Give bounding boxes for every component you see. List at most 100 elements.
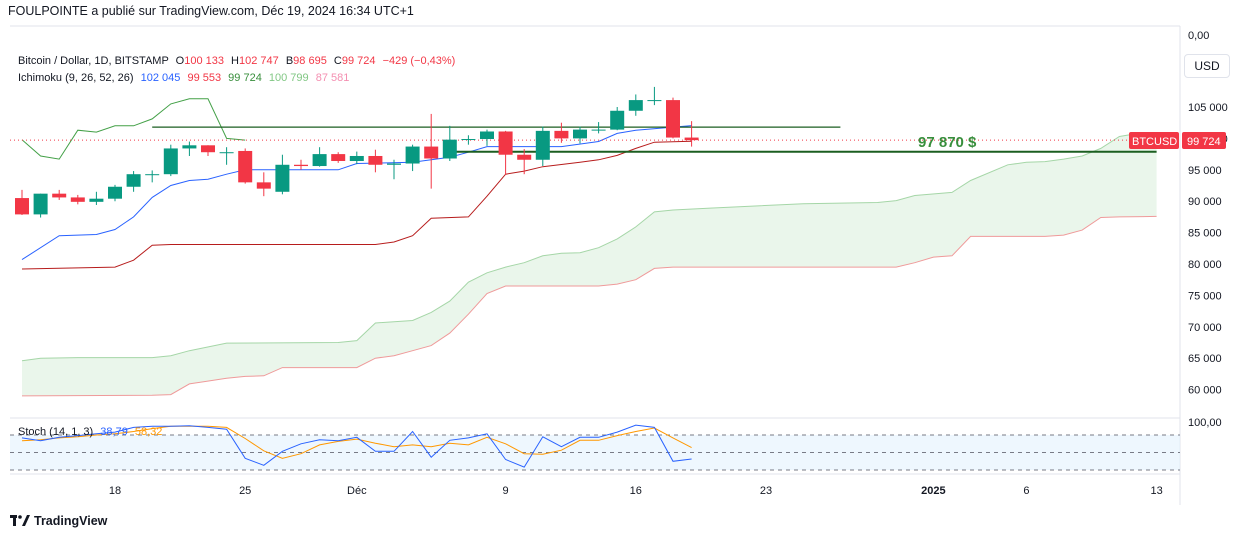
currency-button[interactable]: USD: [1184, 54, 1230, 78]
price-tick-label: 75 000: [1188, 290, 1222, 302]
candle-body: [331, 154, 346, 162]
price-tag-bg: [1182, 132, 1226, 149]
candle-body: [70, 197, 85, 202]
stoch-axis-label: 100,00: [1188, 417, 1222, 429]
candle: [294, 159, 308, 170]
price-annotation: 97 870 $: [918, 134, 977, 151]
change-value: −429 (−0,43%): [382, 55, 456, 67]
candle: [145, 170, 160, 183]
candle: [70, 194, 85, 205]
stoch-d-line: [21, 425, 692, 459]
ichimoku-label[interactable]: Ichimoku (9, 26, 52, 26): [18, 72, 134, 84]
candle: [52, 189, 67, 200]
candle-body: [424, 146, 439, 159]
price-tick-label: 60 000: [1188, 385, 1222, 397]
candle: [108, 184, 122, 202]
footer-brand[interactable]: TradingView: [10, 514, 107, 528]
candle: [163, 144, 178, 177]
candle: [424, 113, 439, 189]
candle: [312, 147, 327, 167]
candle-body: [591, 129, 606, 131]
close-value: 99 724: [341, 55, 376, 67]
candle-body: [349, 155, 364, 162]
candle: [256, 172, 271, 197]
candle: [554, 122, 569, 143]
span-b-line: [21, 215, 1157, 397]
candle-body: [517, 154, 532, 160]
time-tick-label: 9: [503, 485, 509, 497]
publication-header: FOULPOINTE a publié sur TradingView.com,…: [8, 4, 414, 18]
candle-body: [387, 163, 401, 165]
open-value: 100 133: [184, 55, 224, 67]
candle-body: [145, 174, 160, 176]
kijun-line: [21, 140, 692, 270]
stoch-d-value: 58,32: [134, 426, 163, 438]
low-value: 98 695: [293, 55, 327, 67]
ichimoku-kijun-value: 99 553: [187, 72, 222, 84]
stoch-k-line: [21, 424, 692, 468]
span-a-line: [21, 132, 1157, 362]
candle-body: [684, 137, 699, 141]
candle-body: [405, 146, 420, 164]
candle-body: [201, 145, 215, 153]
candle: [610, 107, 625, 131]
price-tick-label: 65 000: [1188, 353, 1222, 365]
close-label: C: [333, 55, 342, 67]
stoch-legend: Stoch (14, 1, 3) 38,79 58,32: [18, 426, 162, 438]
symbol-label[interactable]: Bitcoin / Dollar, 1D, BITSTAMP: [18, 55, 169, 67]
time-axis: 18 25 Déc 9 16 23 2025 6 13: [109, 485, 1163, 497]
ichimoku-chikou-value: 99 724: [228, 72, 262, 84]
candle-body: [294, 164, 308, 167]
candle: [15, 189, 29, 216]
ichimoku-span-a-value: 100 799: [268, 72, 309, 84]
ichimoku-tenkan-value: 102 045: [140, 72, 181, 84]
candle: [666, 97, 680, 139]
stoch-label[interactable]: Stoch (14, 1, 3): [18, 426, 94, 438]
candle-body: [163, 148, 178, 175]
ichimoku-cloud: [22, 133, 1157, 396]
stoch-k-value: 38,79: [100, 426, 128, 438]
candle-body: [368, 155, 383, 165]
candle: [387, 159, 401, 180]
candle: [349, 151, 364, 165]
price-tag-text: 99 724: [1187, 136, 1221, 148]
candle: [480, 129, 494, 146]
candle-body: [647, 100, 662, 102]
candle: [573, 126, 587, 144]
time-tick-label: 18: [109, 485, 121, 497]
time-tick-label: 23: [760, 485, 772, 497]
candle-body: [535, 130, 550, 160]
candle-body: [89, 198, 104, 202]
top-axis-label: 0,00: [1188, 30, 1209, 42]
candle-body: [33, 193, 48, 215]
low-label: B: [285, 55, 294, 67]
candle-body: [182, 145, 197, 149]
candle: [591, 122, 606, 134]
candle-body: [480, 131, 494, 140]
price-tick-label: 85 000: [1188, 228, 1222, 240]
price-tick-label: 70 000: [1188, 322, 1222, 334]
candle-body: [573, 129, 587, 139]
time-tick-label: 25: [239, 485, 251, 497]
time-tick-label: Déc: [347, 485, 367, 497]
candlesticks: [15, 86, 699, 218]
symbol-tag-bg: [1129, 132, 1179, 149]
chikou-line: [21, 98, 246, 160]
candle-body: [108, 186, 122, 199]
price-tick-label: 90 000: [1188, 196, 1222, 208]
price-tick-label: 95 000: [1188, 165, 1222, 177]
candle: [628, 94, 643, 116]
symbol-tag-text: BTCUSD: [1132, 136, 1177, 148]
time-tick-label: 16: [630, 485, 642, 497]
symbol-price-tag: BTCUSD 99 724: [1129, 132, 1226, 149]
ohlc-legend: Bitcoin / Dollar, 1D, BITSTAMP O100 133 …: [18, 55, 455, 67]
candle-body: [238, 150, 253, 183]
time-tick-label: 13: [1150, 485, 1162, 497]
candle: [461, 135, 476, 145]
ichimoku-lines: [21, 98, 1157, 397]
candle: [368, 149, 383, 173]
candle-body: [666, 100, 680, 138]
open-label: O: [175, 55, 185, 67]
time-tick-label: 2025: [921, 485, 945, 497]
